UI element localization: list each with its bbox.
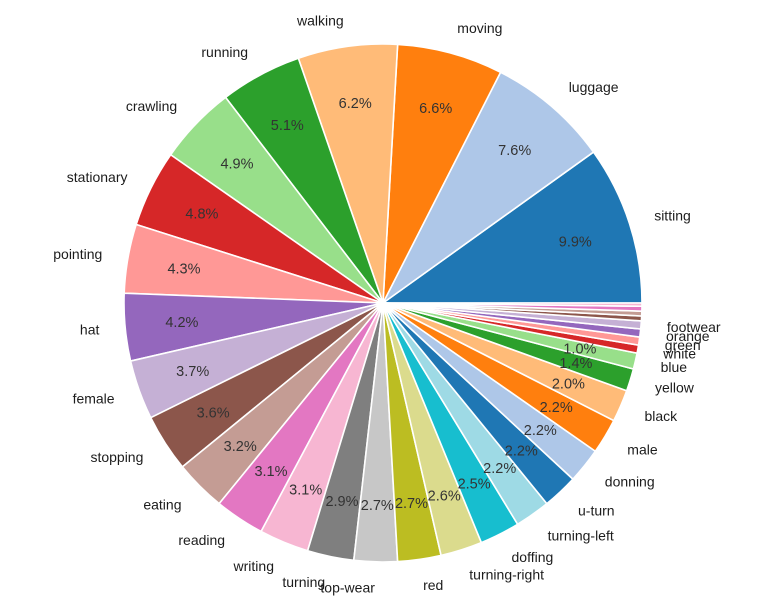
slice-pct-hat: 4.2%	[165, 315, 198, 331]
slice-label-female: female	[73, 391, 115, 407]
slice-pct-stationary: 4.8%	[185, 207, 218, 223]
pie-slice-unlabeled-34	[382, 302, 643, 308]
slice-label-doffing: doffing	[512, 549, 554, 565]
slice-label-luggage: luggage	[569, 79, 619, 95]
pie-labels: 9.9% sitting 7.6% luggage 6.6% moving 6.2% walk…	[53, 13, 721, 596]
slice-label-running: running	[201, 44, 248, 60]
slice-pct-donning: 2.2%	[524, 423, 557, 439]
slice-label-pointing: pointing	[53, 246, 102, 262]
slice-pct-moving: 6.6%	[419, 101, 452, 117]
slice-label-hat: hat	[80, 322, 100, 338]
slice-label-orange: orange	[666, 328, 710, 344]
pie-wedges	[123, 43, 643, 563]
slice-label-white: white	[662, 346, 696, 362]
slice-pct-running: 5.1%	[271, 118, 304, 134]
slice-pct-writing: 3.1%	[289, 483, 322, 499]
slice-pct-top-wear: 2.7%	[361, 498, 394, 514]
slice-pct-turning-left: 2.2%	[483, 461, 516, 477]
slice-pct-blue: 1.0%	[563, 341, 596, 357]
slice-label-green: green	[665, 337, 701, 353]
slice-pct-sitting: 9.9%	[559, 234, 592, 250]
slice-label-reading: reading	[178, 532, 225, 548]
slice-pct-male: 2.2%	[540, 400, 573, 416]
slice-pct-turning-right: 2.6%	[428, 489, 461, 505]
slice-pct-reading: 3.1%	[254, 464, 287, 480]
slice-pct-turning: 2.9%	[325, 494, 358, 510]
slice-pct-female: 3.7%	[176, 364, 209, 380]
slice-pct-u-turn: 2.2%	[505, 443, 538, 459]
slice-pct-yellow: 1.4%	[559, 356, 592, 372]
slice-label-footwear: footwear	[667, 319, 721, 335]
slice-pct-red: 2.7%	[395, 496, 428, 512]
slice-label-black: black	[645, 408, 679, 424]
slice-pct-black: 2.0%	[552, 376, 585, 392]
slice-label-male: male	[627, 442, 658, 458]
slice-pct-crawling: 4.9%	[220, 156, 253, 172]
slice-label-blue: blue	[661, 359, 688, 375]
slice-label-red: red	[423, 577, 443, 593]
slice-pct-pointing: 4.3%	[167, 261, 200, 277]
slice-label-eating: eating	[143, 496, 181, 512]
slice-pct-walking: 6.2%	[339, 96, 372, 112]
slice-label-moving: moving	[457, 20, 502, 36]
slice-label-turning-right: turning-right	[469, 566, 544, 582]
pie-slice-moving	[382, 43, 502, 304]
slice-pct-doffing: 2.5%	[458, 476, 491, 492]
pie-slice-luggage	[382, 71, 595, 304]
slice-label-stationary: stationary	[67, 169, 128, 185]
slice-label-top-wear: top-wear	[320, 580, 375, 596]
slice-label-yellow: yellow	[655, 380, 695, 396]
slice-label-writing: writing	[233, 558, 274, 574]
pie-slice-sitting	[382, 151, 643, 304]
slice-pct-eating: 3.2%	[224, 439, 257, 455]
slice-label-turning: turning	[282, 574, 325, 590]
slice-label-turning-left: turning-left	[548, 528, 614, 544]
slice-label-sitting: sitting	[654, 208, 691, 224]
slice-pct-stopping: 3.6%	[197, 405, 230, 421]
slice-label-donning: donning	[605, 474, 655, 490]
slice-label-walking: walking	[296, 13, 344, 29]
slice-pct-luggage: 7.6%	[498, 143, 531, 159]
slice-label-stopping: stopping	[90, 449, 143, 465]
slice-label-crawling: crawling	[126, 98, 177, 114]
slice-label-u-turn: u-turn	[578, 503, 615, 519]
